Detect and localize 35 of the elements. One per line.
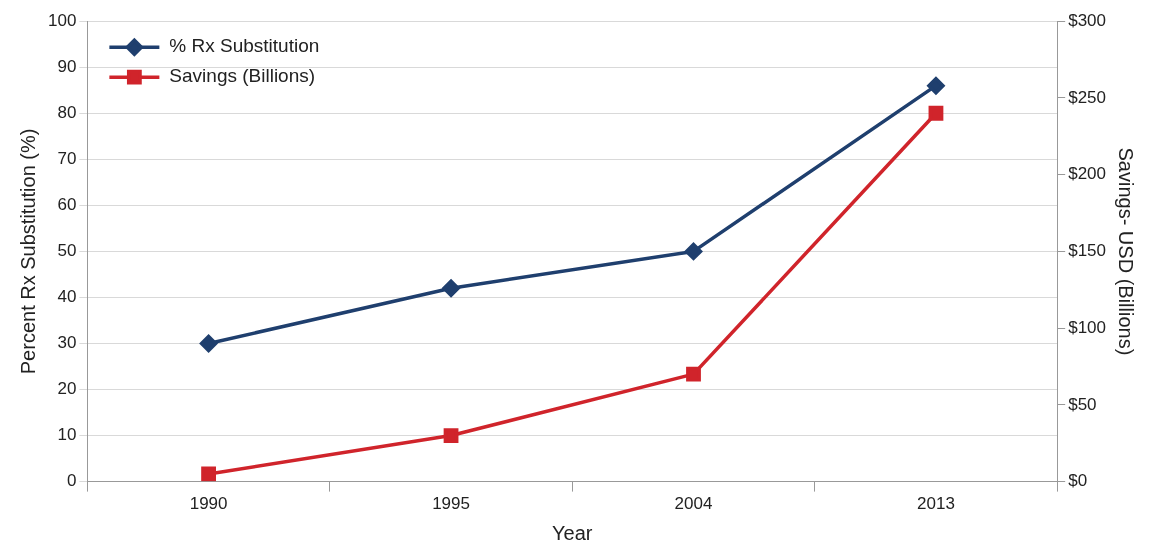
y-tick-label: 0 bbox=[66, 471, 77, 491]
y2-axis-title: Savings- USD (Billions) bbox=[1115, 147, 1138, 356]
y-tick-label: 90 bbox=[57, 56, 77, 76]
y2-tick-label: $200 bbox=[1068, 164, 1107, 184]
point bbox=[928, 105, 944, 121]
point bbox=[686, 366, 701, 382]
y-tick-label: 30 bbox=[57, 333, 77, 353]
point bbox=[684, 242, 703, 261]
x-tick-label: 2004 bbox=[674, 494, 713, 514]
x-tick-label: 2013 bbox=[917, 494, 955, 514]
y-tick-label: 60 bbox=[57, 195, 77, 215]
point bbox=[443, 428, 459, 443]
y-tick-label: 100 bbox=[47, 10, 77, 30]
point bbox=[442, 279, 460, 297]
y-tick-label: 20 bbox=[57, 379, 77, 399]
x-axis-title: Year bbox=[552, 521, 593, 544]
x-tick-label: 1995 bbox=[432, 494, 470, 514]
y2-tick-label: $50 bbox=[1068, 394, 1097, 414]
point bbox=[199, 334, 218, 353]
y-tick-label: 70 bbox=[57, 149, 77, 169]
y2-tick-label: $100 bbox=[1068, 317, 1107, 337]
y-tick-label: 40 bbox=[57, 287, 77, 307]
point bbox=[201, 466, 216, 482]
legend-label: % Rx Substitution bbox=[169, 35, 320, 57]
y-tick-label: 50 bbox=[57, 241, 77, 261]
y2-tick-label: $0 bbox=[1068, 471, 1088, 491]
y-axis-title: Percent Rx Substitution (%) bbox=[16, 128, 39, 375]
y2-tick-label: $250 bbox=[1068, 87, 1107, 107]
y-tick-label: 10 bbox=[57, 425, 77, 445]
point bbox=[927, 76, 945, 95]
y2-tick-label: $150 bbox=[1068, 241, 1107, 261]
x-tick-label: 1990 bbox=[189, 494, 228, 514]
y-tick-label: 80 bbox=[57, 102, 77, 122]
y2-tick-label: $300 bbox=[1068, 10, 1107, 30]
legend-label: Savings (Billions) bbox=[169, 65, 316, 87]
